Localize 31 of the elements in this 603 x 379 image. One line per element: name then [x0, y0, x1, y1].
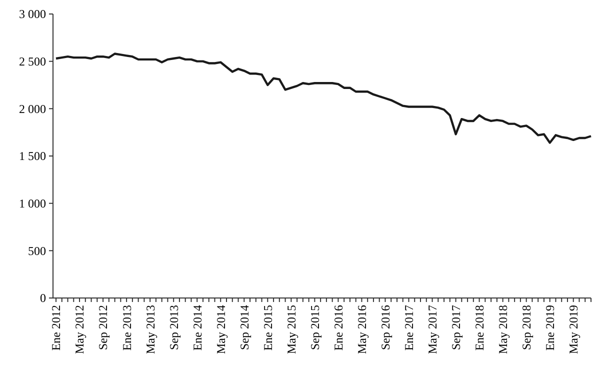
x-tick-label: Sep 2013 — [166, 305, 181, 350]
x-tick-label: Sep 2015 — [308, 305, 322, 350]
x-tick-label: Ene 2015 — [260, 305, 275, 351]
y-tick-label: 1 500 — [19, 149, 46, 164]
x-tick-label: Sep 2012 — [96, 305, 110, 350]
x-tick-label: Sep 2017 — [448, 305, 463, 350]
x-tick-label: May 2016 — [354, 305, 369, 354]
x-tick-label: May 2015 — [284, 305, 298, 354]
x-tick-label: Ene 2013 — [120, 305, 134, 351]
x-tick-label: May 2012 — [72, 305, 87, 354]
y-tick-label: 1 000 — [19, 196, 46, 211]
y-tick-label: 500 — [28, 244, 46, 258]
x-tick-label: May 2014 — [214, 305, 228, 354]
x-tick-label: Ene 2012 — [49, 305, 64, 351]
x-tick-label: May 2018 — [496, 305, 510, 354]
x-tick-label: May 2019 — [566, 305, 581, 354]
x-tick-label: Ene 2018 — [472, 305, 486, 351]
x-tick-label: Ene 2019 — [543, 305, 558, 351]
y-tick-label: 0 — [40, 291, 46, 306]
x-tick-label: Sep 2014 — [237, 305, 252, 350]
y-tick-label: 2 500 — [19, 54, 46, 69]
x-tick-label: Sep 2018 — [520, 305, 534, 350]
x-tick-label: Ene 2016 — [331, 305, 346, 351]
x-tick-label: May 2017 — [425, 305, 440, 354]
x-tick-label: Ene 2017 — [402, 305, 416, 351]
x-tick-label: May 2013 — [143, 305, 158, 354]
x-tick-label: Sep 2016 — [378, 305, 392, 350]
y-tick-label: 2 000 — [19, 102, 46, 116]
line-series — [54, 52, 592, 144]
y-tick-label: 3 000 — [19, 7, 46, 22]
x-tick-label: Ene 2014 — [190, 305, 204, 351]
